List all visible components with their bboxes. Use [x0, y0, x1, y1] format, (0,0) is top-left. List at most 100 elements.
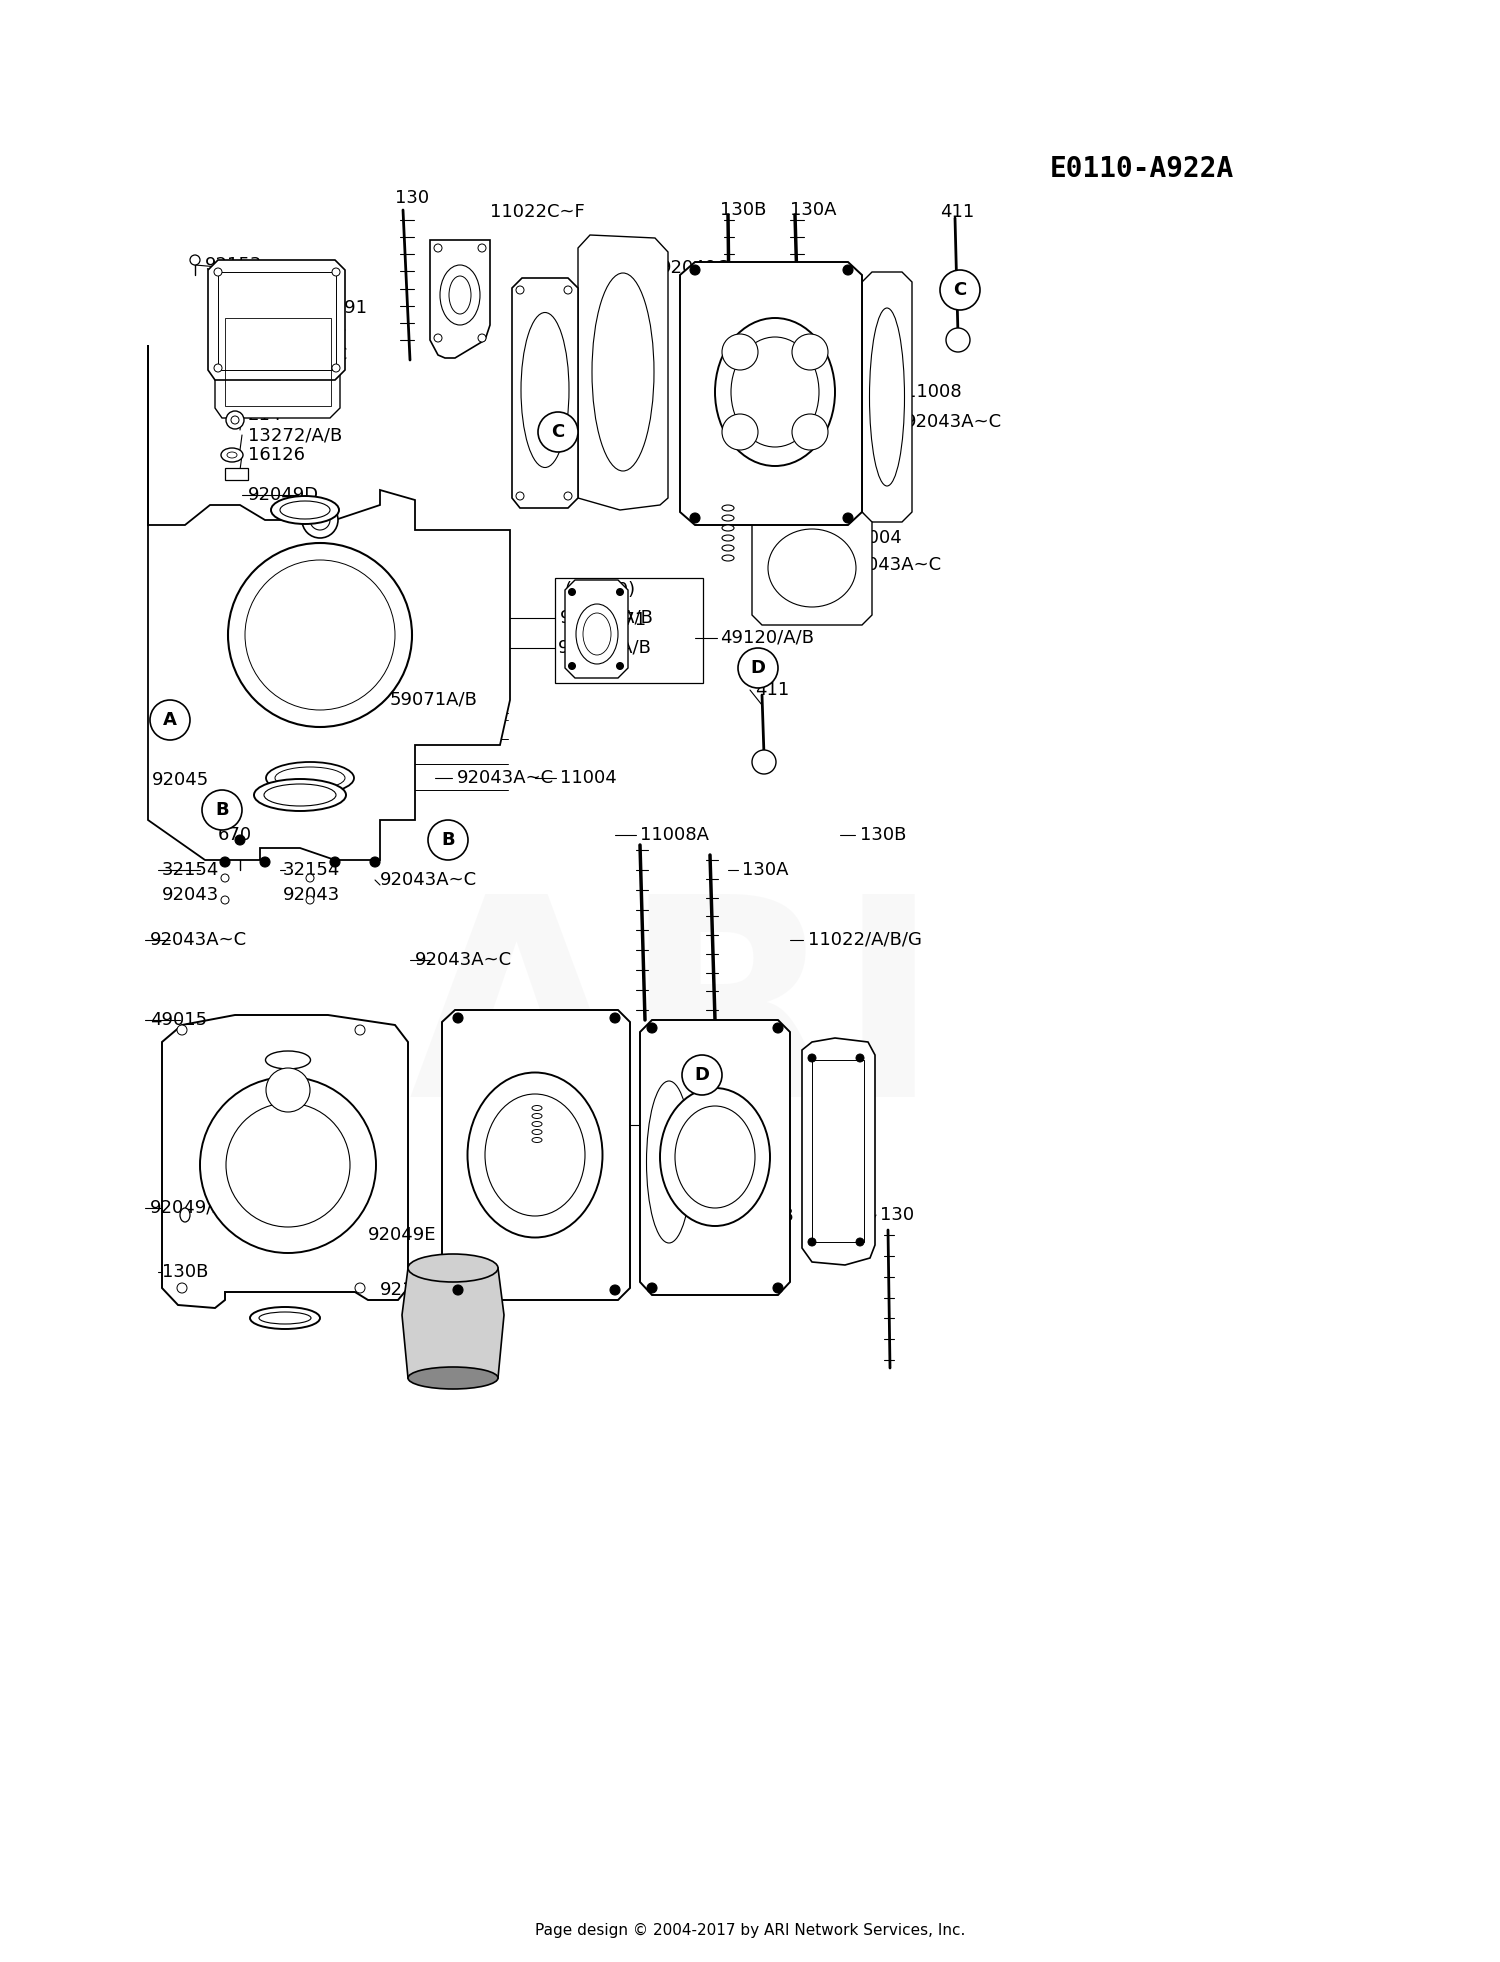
Ellipse shape — [260, 1313, 310, 1324]
Circle shape — [370, 857, 380, 867]
Text: C: C — [552, 424, 564, 441]
Ellipse shape — [532, 1138, 542, 1142]
Ellipse shape — [216, 1138, 360, 1193]
Ellipse shape — [520, 312, 568, 467]
Polygon shape — [578, 235, 668, 510]
Circle shape — [330, 857, 340, 867]
Ellipse shape — [675, 1107, 754, 1209]
Text: D: D — [694, 1065, 709, 1083]
Circle shape — [220, 873, 230, 883]
Ellipse shape — [408, 1254, 498, 1281]
Circle shape — [856, 1054, 864, 1061]
Ellipse shape — [646, 1081, 692, 1244]
Circle shape — [220, 897, 230, 904]
Circle shape — [433, 334, 442, 341]
Circle shape — [690, 512, 700, 524]
Circle shape — [616, 589, 624, 596]
Text: 130B: 130B — [859, 826, 906, 844]
Ellipse shape — [220, 447, 243, 461]
Text: 214: 214 — [248, 406, 282, 424]
Text: C: C — [954, 281, 966, 298]
Text: 49015: 49015 — [150, 1010, 207, 1028]
Circle shape — [306, 897, 314, 904]
Ellipse shape — [264, 785, 336, 806]
Text: 16126: 16126 — [248, 445, 304, 463]
Text: 92045: 92045 — [152, 771, 208, 789]
Polygon shape — [566, 581, 628, 679]
Text: D: D — [750, 659, 765, 677]
Ellipse shape — [254, 779, 346, 810]
Circle shape — [226, 1103, 350, 1226]
Ellipse shape — [532, 1114, 542, 1118]
Circle shape — [722, 334, 758, 371]
Circle shape — [332, 365, 340, 373]
Text: 92043A~C: 92043A~C — [458, 769, 554, 787]
Text: 92104/A/B: 92104/A/B — [380, 1281, 474, 1299]
Ellipse shape — [251, 1307, 320, 1328]
Circle shape — [792, 414, 828, 449]
Circle shape — [228, 543, 412, 728]
Circle shape — [302, 502, 338, 538]
Ellipse shape — [870, 308, 904, 487]
Circle shape — [792, 334, 828, 371]
Text: 92049D: 92049D — [248, 487, 320, 504]
Ellipse shape — [440, 265, 480, 326]
Polygon shape — [430, 239, 490, 357]
Text: 32154: 32154 — [284, 861, 340, 879]
Circle shape — [516, 286, 524, 294]
Text: 92049/A/B: 92049/A/B — [150, 1199, 244, 1216]
Ellipse shape — [226, 410, 244, 430]
Text: 92043A~C: 92043A~C — [904, 412, 1002, 432]
Ellipse shape — [722, 555, 734, 561]
Text: 49120/A/B: 49120/A/B — [720, 630, 815, 647]
Text: 13272/A/B: 13272/A/B — [248, 426, 342, 443]
Circle shape — [220, 857, 230, 867]
Text: 411: 411 — [754, 681, 789, 698]
Text: 130A: 130A — [790, 200, 837, 220]
Text: 92066/A/B: 92066/A/B — [560, 608, 654, 628]
Circle shape — [427, 820, 468, 859]
Circle shape — [808, 1238, 816, 1246]
Text: 92043A~C: 92043A~C — [844, 555, 942, 575]
Circle shape — [244, 559, 394, 710]
Circle shape — [568, 589, 576, 596]
Text: 92005/A/B: 92005/A/B — [558, 640, 652, 657]
Text: 92043A~C: 92043A~C — [416, 952, 512, 969]
Ellipse shape — [532, 1122, 542, 1126]
Ellipse shape — [448, 277, 471, 314]
Ellipse shape — [484, 1095, 585, 1216]
Text: 92043: 92043 — [284, 887, 340, 904]
Ellipse shape — [730, 337, 819, 447]
Text: 130: 130 — [880, 1207, 914, 1224]
Bar — [225, 318, 332, 406]
Bar — [812, 1059, 864, 1242]
Circle shape — [306, 873, 314, 883]
Polygon shape — [802, 1038, 874, 1265]
Text: 11004: 11004 — [560, 769, 616, 787]
Circle shape — [266, 1067, 310, 1112]
Circle shape — [332, 269, 340, 277]
Text: 11008A: 11008A — [640, 826, 710, 844]
Ellipse shape — [408, 1368, 498, 1389]
Ellipse shape — [280, 500, 330, 520]
Circle shape — [453, 1285, 464, 1295]
Text: A: A — [164, 710, 177, 730]
Text: Page design © 2004-2017 by ARI Network Services, Inc.: Page design © 2004-2017 by ARI Network S… — [536, 1923, 964, 1938]
Circle shape — [808, 1054, 816, 1061]
Bar — [555, 579, 704, 683]
Circle shape — [177, 1283, 188, 1293]
Circle shape — [478, 243, 486, 251]
Ellipse shape — [266, 1052, 310, 1069]
Circle shape — [177, 1024, 188, 1036]
Circle shape — [610, 1012, 620, 1022]
Text: 670: 670 — [217, 826, 252, 844]
Ellipse shape — [722, 545, 734, 551]
Polygon shape — [442, 1010, 630, 1301]
Circle shape — [190, 255, 200, 265]
Ellipse shape — [266, 761, 354, 795]
Text: (49120): (49120) — [566, 581, 636, 598]
Circle shape — [564, 286, 572, 294]
Circle shape — [856, 1238, 864, 1246]
Ellipse shape — [716, 318, 836, 467]
Circle shape — [214, 365, 222, 373]
